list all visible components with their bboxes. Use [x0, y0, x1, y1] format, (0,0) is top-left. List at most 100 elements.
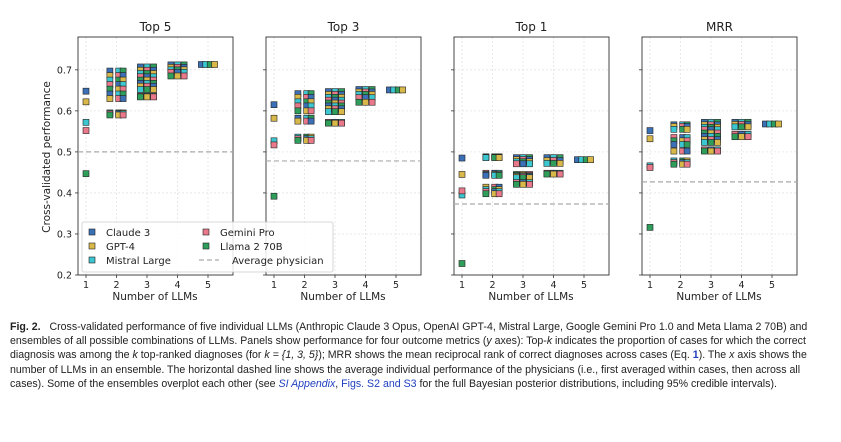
- caption-text-9: for the full Bayesian posterior distribu…: [416, 377, 777, 390]
- caption-kset: k = {1, 3, 5}: [264, 349, 319, 362]
- panel-top-5: Top 5 0.2 0.3 0.4 0.5 0.6 0.7 1 2 3 4 5 Number of LL…: [57, 20, 234, 303]
- caption-text-3: indicates the proportion of cases for wh…: [10, 335, 806, 362]
- caption-text-5: ); MRR shows the mean reciprocal rank of…: [318, 349, 693, 362]
- ensemble-point-4: [362, 98, 369, 106]
- ensemble-point-2: [683, 141, 691, 148]
- x-tick-label: 1: [271, 280, 277, 291]
- point-claude-3: [646, 127, 654, 134]
- plot-frame: [77, 36, 234, 276]
- legend-label: Claude 3: [106, 228, 150, 239]
- plot-frame: [265, 36, 422, 276]
- ensemble-point-4: [543, 160, 551, 167]
- x-tick-label: 2: [677, 280, 683, 291]
- ensemble-point-4: [738, 123, 745, 131]
- ensemble-point-2: [495, 171, 503, 179]
- caption-text-1: Cross-validated performance of five indi…: [10, 321, 808, 348]
- ensemble-point-3: [701, 139, 708, 146]
- point-gpt-4: [82, 98, 90, 106]
- point-gemini-pro: [458, 187, 466, 195]
- x-tick-label: 2: [489, 280, 495, 291]
- x-tick-label: 2: [301, 280, 307, 291]
- ensemble-point-2: [495, 190, 503, 198]
- caption-text-2: axes): Top-: [491, 335, 547, 348]
- caption-k2: k: [132, 349, 138, 362]
- ensemble-point-2: [670, 126, 678, 133]
- ensemble-point-3: [714, 147, 721, 155]
- ensemble-point-2: [307, 117, 315, 125]
- si-appendix-link[interactable]: SI Appendix: [278, 377, 336, 390]
- panel-title: Top 1: [515, 20, 548, 34]
- ensemble-point-3: [143, 86, 151, 93]
- ensemble-point-5: [587, 156, 594, 163]
- point-gpt-4: [646, 135, 654, 143]
- ensemble-point-3: [701, 147, 708, 155]
- equation-link[interactable]: 1: [692, 349, 699, 362]
- plot-frame: [453, 36, 610, 276]
- ensemble-point-2: [119, 111, 127, 119]
- ensemble-point-4: [355, 98, 363, 106]
- x-tick-label: 5: [205, 280, 211, 291]
- panel-title: Top 5: [139, 20, 172, 34]
- figure: Cross-validated performance Top 5 0.2 0.3 0…: [41, 20, 798, 303]
- ensemble-point-3: [707, 139, 715, 146]
- plot-frame: [641, 36, 798, 276]
- y-tick-label: 0.7: [57, 65, 72, 76]
- ensemble-point-4: [556, 170, 564, 178]
- panel-title: Top 3: [327, 20, 360, 34]
- ensemble-point-2: [307, 137, 315, 144]
- x-tick-label: 2: [113, 280, 119, 291]
- ensemble-point-3: [338, 108, 345, 115]
- point-gemini-pro: [646, 164, 654, 171]
- x-tick-label: 4: [362, 280, 368, 291]
- point-gemini-pro: [270, 141, 278, 149]
- ensemble-point-3: [150, 86, 157, 93]
- point-gemini-pro: [82, 127, 90, 134]
- legend-label: Gemini Pro: [220, 228, 275, 239]
- ensemble-point-2: [294, 117, 302, 125]
- x-tick-label: 1: [83, 280, 89, 291]
- point-gpt-4: [458, 171, 466, 178]
- caption-text-6: ). The: [698, 349, 730, 362]
- ensemble-point-3: [143, 93, 151, 101]
- ensemble-point-3: [331, 119, 339, 127]
- ensemble-point-2: [495, 154, 503, 161]
- ensemble-point-3: [137, 86, 144, 93]
- ensemble-point-5: [399, 86, 406, 94]
- y-tick-label: 0.3: [57, 229, 72, 240]
- figs-link[interactable]: Figs. S2 and S3: [341, 377, 417, 390]
- ensemble-point-4: [543, 170, 551, 178]
- y-tick-label: 0.2: [57, 271, 72, 282]
- ensemble-point-4: [731, 133, 739, 141]
- ensemble-point-3: [526, 181, 533, 188]
- x-axis-label: Number of LLMs: [112, 291, 197, 303]
- y-tick-label: 0.6: [57, 106, 72, 117]
- caption-text-7: axis shows the number of LLMs in an ense…: [10, 349, 807, 390]
- ensemble-point-2: [482, 154, 490, 161]
- x-tick-label: 3: [520, 280, 526, 291]
- ensemble-point-3: [519, 160, 527, 168]
- legend-marker-mistral-large: [88, 256, 96, 264]
- ensemble-point-3: [325, 119, 332, 127]
- x-tick-label: 1: [647, 280, 653, 291]
- ensemble-point-4: [731, 123, 739, 131]
- point-claude-3: [458, 154, 466, 162]
- legend-label: Mistral Large: [106, 256, 171, 267]
- ensemble-point-4: [180, 72, 188, 80]
- x-axis-label: Number of LLMs: [488, 291, 573, 303]
- ensemble-point-2: [670, 160, 678, 168]
- caption-y: y: [486, 335, 492, 348]
- ensemble-point-2: [307, 107, 315, 115]
- x-tick-label: 1: [459, 280, 465, 291]
- ensemble-point-3: [325, 108, 332, 115]
- legend-marker-llama-2-70b: [202, 242, 210, 250]
- caption-text-8: ,: [335, 377, 342, 390]
- x-axis-label: Number of LLMs: [676, 291, 761, 303]
- ensemble-point-5: [211, 61, 218, 68]
- ensemble-point-3: [714, 139, 721, 146]
- caption-text-4: top-ranked diagnoses (for: [137, 349, 265, 362]
- ensemble-point-2: [683, 160, 691, 168]
- ensemble-point-2: [683, 126, 691, 133]
- ensemble-point-2: [482, 190, 490, 198]
- legend-label: Llama 2 70B: [220, 242, 283, 253]
- x-tick-label: 3: [332, 280, 338, 291]
